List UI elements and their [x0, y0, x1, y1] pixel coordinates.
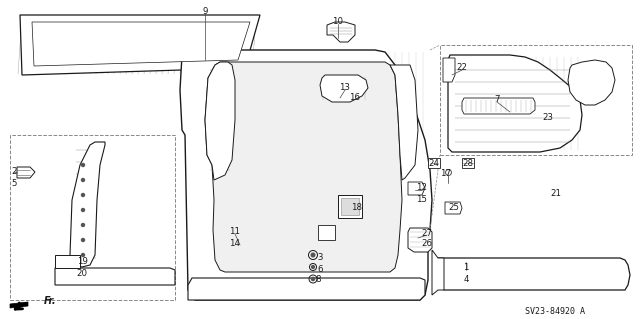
Polygon shape: [408, 182, 425, 195]
Text: SV23-84920 A: SV23-84920 A: [525, 307, 585, 315]
Polygon shape: [428, 158, 440, 168]
Text: 19: 19: [77, 257, 88, 266]
Circle shape: [311, 253, 315, 257]
Text: 8: 8: [316, 276, 321, 285]
Polygon shape: [338, 195, 362, 218]
Text: 3: 3: [317, 254, 323, 263]
Text: 18: 18: [351, 204, 362, 212]
Text: 23: 23: [543, 114, 554, 122]
Text: 4: 4: [463, 275, 468, 284]
Circle shape: [81, 209, 84, 211]
Text: 15: 15: [417, 195, 428, 204]
Text: 2: 2: [12, 167, 17, 176]
Polygon shape: [448, 55, 582, 152]
Text: 9: 9: [202, 8, 208, 17]
Polygon shape: [327, 22, 355, 42]
Polygon shape: [318, 225, 335, 240]
Text: 20: 20: [77, 269, 88, 278]
Polygon shape: [32, 22, 250, 66]
Polygon shape: [55, 268, 175, 285]
Text: 26: 26: [422, 240, 433, 249]
Polygon shape: [408, 228, 432, 252]
Polygon shape: [443, 58, 455, 82]
Text: 28: 28: [463, 159, 474, 167]
Polygon shape: [462, 98, 535, 114]
Text: 1: 1: [463, 263, 468, 272]
Text: 10: 10: [333, 18, 344, 26]
Polygon shape: [205, 62, 402, 272]
Circle shape: [81, 224, 84, 226]
Circle shape: [81, 164, 84, 167]
Polygon shape: [55, 255, 80, 268]
Text: 17: 17: [440, 169, 451, 179]
Circle shape: [81, 254, 84, 256]
Text: 13: 13: [339, 84, 351, 93]
Polygon shape: [17, 167, 35, 178]
Circle shape: [81, 239, 84, 241]
Text: 14: 14: [230, 239, 241, 248]
Polygon shape: [432, 250, 444, 295]
Polygon shape: [320, 75, 368, 102]
Polygon shape: [462, 158, 474, 168]
Text: 5: 5: [12, 179, 17, 188]
Polygon shape: [445, 202, 462, 214]
Circle shape: [312, 266, 314, 268]
Text: 7: 7: [494, 95, 500, 105]
Polygon shape: [433, 258, 630, 290]
Circle shape: [81, 179, 84, 182]
Polygon shape: [10, 302, 28, 308]
Text: 22: 22: [456, 63, 467, 72]
Text: 25: 25: [449, 204, 460, 212]
Text: 11: 11: [230, 227, 241, 236]
Circle shape: [312, 278, 315, 281]
Polygon shape: [205, 62, 235, 180]
Polygon shape: [20, 15, 260, 75]
Text: 12: 12: [417, 183, 428, 192]
Polygon shape: [70, 142, 105, 267]
Circle shape: [81, 194, 84, 197]
Text: 24: 24: [429, 159, 440, 167]
Text: 21: 21: [550, 189, 561, 197]
Text: 27: 27: [422, 228, 433, 238]
Text: 16: 16: [349, 93, 360, 102]
Text: 6: 6: [317, 264, 323, 273]
Bar: [341, 198, 359, 215]
Polygon shape: [568, 60, 615, 105]
Text: Fr.: Fr.: [44, 296, 56, 306]
Bar: [440, 45, 632, 155]
Polygon shape: [180, 50, 432, 300]
Polygon shape: [188, 278, 425, 300]
Polygon shape: [390, 65, 418, 180]
Bar: [10, 135, 175, 300]
